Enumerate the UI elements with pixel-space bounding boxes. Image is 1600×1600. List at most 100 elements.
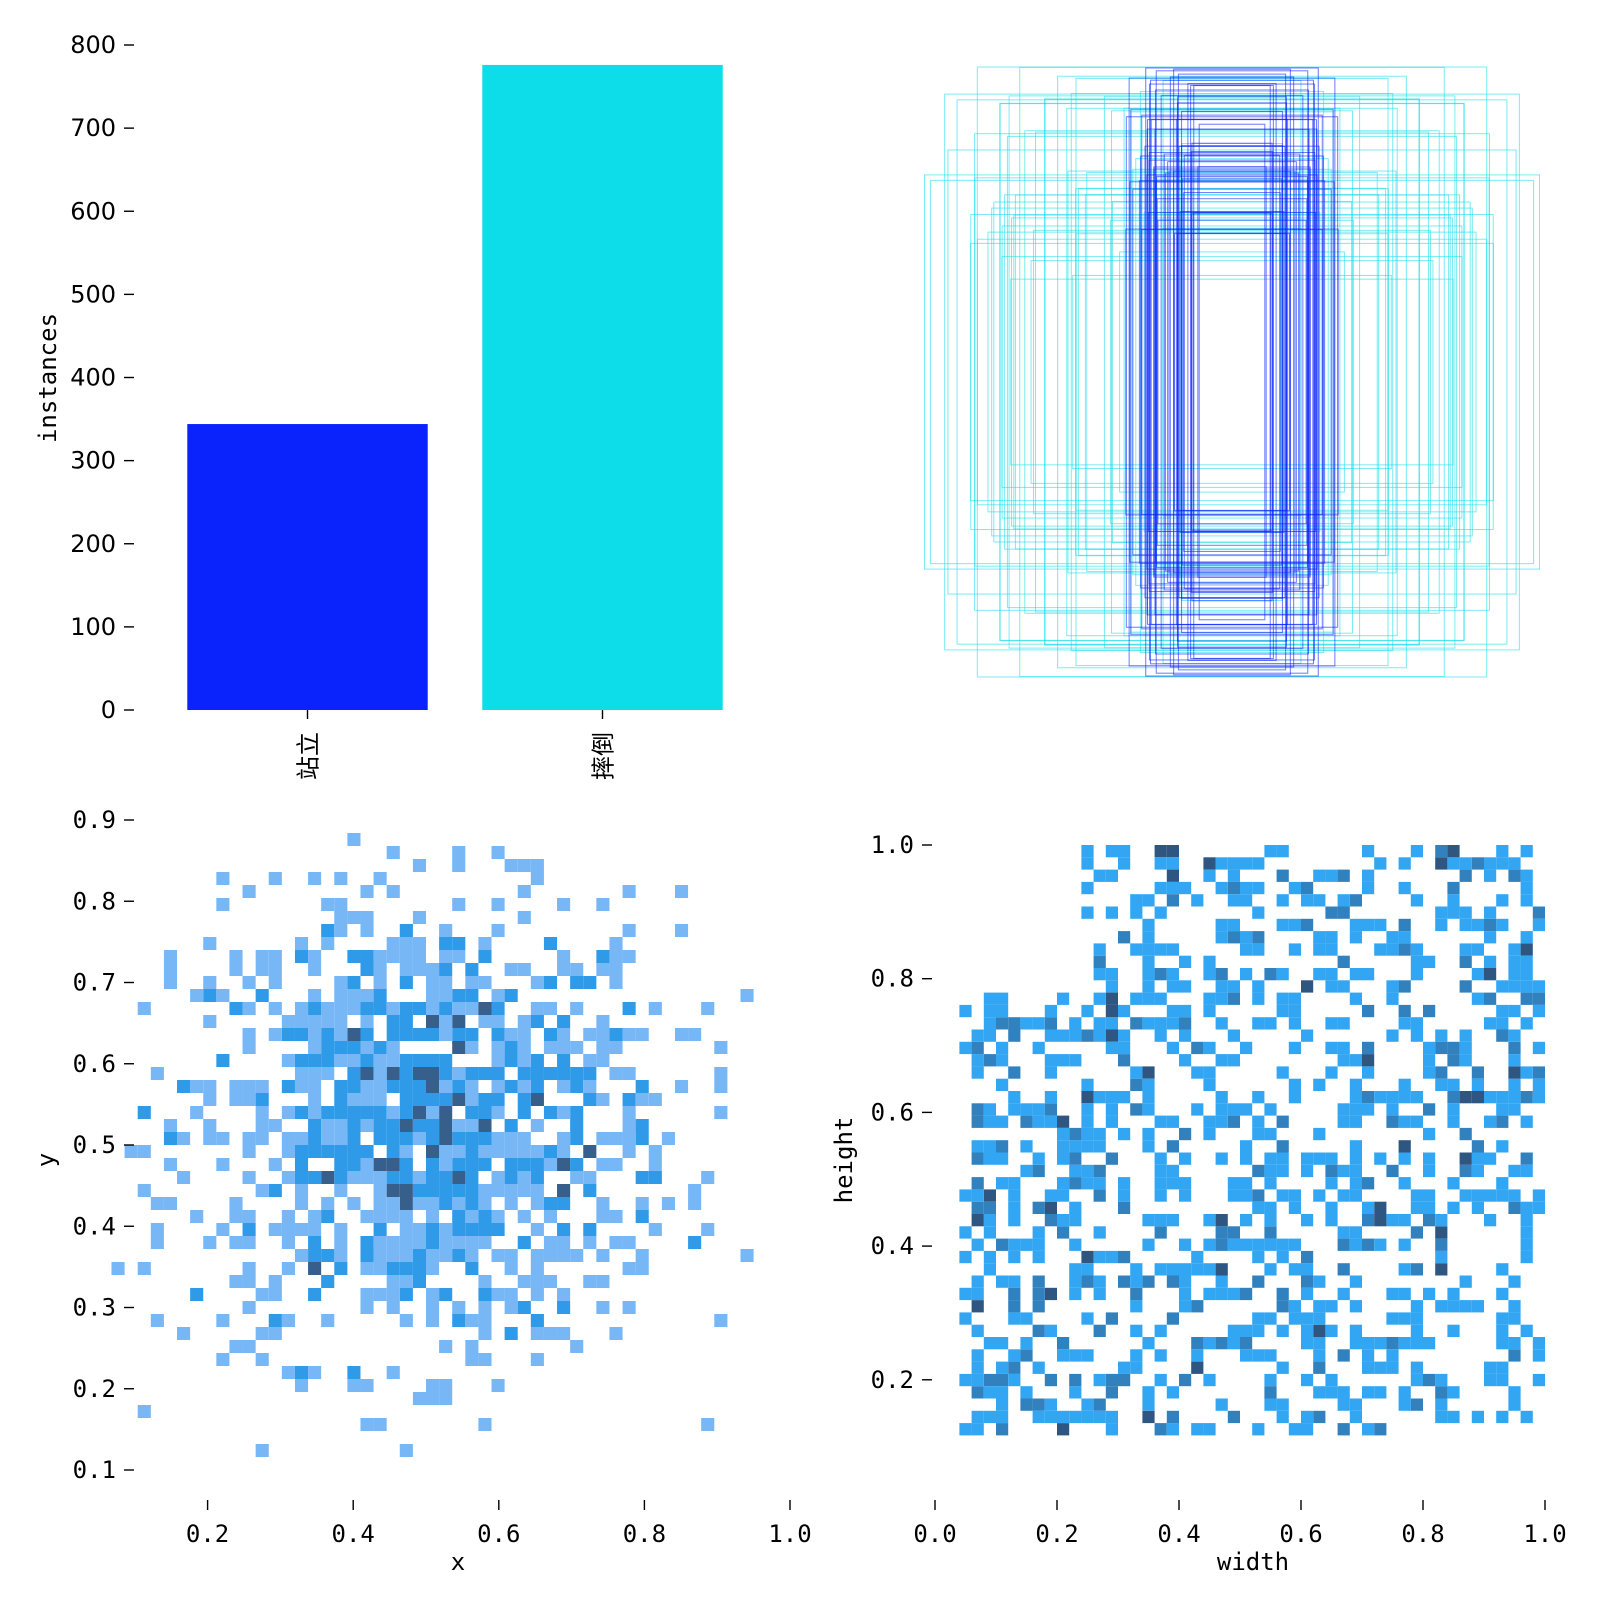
bounding-box — [974, 177, 1490, 567]
histogram-cell — [971, 1066, 984, 1079]
histogram-cell — [1496, 1263, 1509, 1276]
histogram-cell — [1118, 845, 1131, 858]
histogram-cell — [622, 1262, 636, 1275]
histogram-cell — [1349, 1300, 1362, 1313]
histogram-cell — [1215, 992, 1228, 1005]
histogram-cell — [648, 1145, 662, 1158]
histogram-cell — [1081, 1164, 1094, 1178]
histogram-cell — [412, 950, 426, 963]
histogram-cell — [570, 1041, 584, 1054]
histogram-cell — [1325, 1164, 1338, 1178]
histogram-cell — [426, 1028, 440, 1041]
histogram-cell — [1349, 1177, 1362, 1190]
histogram-cell — [1508, 1103, 1521, 1116]
histogram-cell — [1337, 1054, 1350, 1067]
histogram-cell — [1044, 1189, 1057, 1202]
x-tick-label: 1.0 — [1523, 1520, 1566, 1548]
histogram-cell — [294, 1171, 309, 1184]
histogram-cell — [1520, 1115, 1533, 1128]
histogram-cell — [1118, 1177, 1131, 1190]
histogram-cell — [308, 1041, 322, 1054]
histogram-cell — [1020, 1312, 1033, 1325]
histogram-cell — [1447, 906, 1460, 919]
histogram-cell — [373, 1249, 387, 1262]
histogram-cell — [1520, 881, 1533, 895]
histogram-cell — [996, 1361, 1009, 1374]
histogram-cell — [1276, 1361, 1289, 1374]
histogram-cell — [635, 1262, 649, 1275]
histogram-cell — [1484, 968, 1497, 981]
histogram-cell — [517, 1028, 531, 1041]
histogram-cell — [1032, 1398, 1045, 1411]
histogram-cell — [1093, 1275, 1106, 1288]
bounding-box — [999, 103, 1465, 641]
histogram-cell — [1008, 1017, 1021, 1030]
histogram-cell — [1057, 1337, 1070, 1350]
histogram-cell — [1459, 1041, 1472, 1055]
histogram-cell — [308, 1171, 322, 1184]
histogram-cell — [517, 1210, 531, 1223]
histogram-cell — [1093, 1189, 1106, 1202]
histogram-cell — [308, 950, 322, 963]
histogram-cell — [360, 950, 374, 963]
histogram-cell — [491, 924, 505, 937]
histogram-cell — [543, 1028, 558, 1041]
histogram-cell — [983, 1373, 996, 1387]
histogram-cell — [996, 1238, 1009, 1251]
histogram-cell — [137, 1184, 151, 1197]
histogram-cell — [609, 1041, 623, 1054]
histogram-cell — [1093, 1226, 1106, 1239]
histogram-cell — [1386, 1337, 1399, 1350]
histogram-cell — [557, 1327, 571, 1340]
histogram-cell — [1203, 1041, 1216, 1055]
histogram-cell — [971, 1238, 984, 1251]
histogram-cell — [1020, 1238, 1033, 1251]
histogram-cell — [242, 1041, 256, 1054]
histogram-cell — [1142, 968, 1155, 981]
histogram-cell — [373, 1171, 387, 1184]
histogram-cell — [1252, 906, 1265, 919]
histogram-cell — [1374, 1423, 1387, 1436]
histogram-cell — [1093, 1398, 1106, 1411]
histogram-cell — [412, 1028, 426, 1041]
histogram-cell — [530, 1054, 544, 1067]
histogram-cell — [543, 1210, 558, 1223]
histogram-cell — [334, 1132, 348, 1145]
histogram-cell — [583, 1093, 597, 1106]
histogram-cell — [1288, 1041, 1301, 1055]
bounding-box — [1070, 93, 1394, 651]
histogram-cell — [1508, 1029, 1521, 1042]
histogram-cell — [1008, 1066, 1021, 1079]
histogram-cell — [1459, 857, 1472, 870]
histogram-cell — [137, 1106, 151, 1119]
histogram-cell — [1484, 931, 1497, 944]
histogram-cell — [1288, 881, 1301, 895]
histogram-cell — [1374, 1361, 1387, 1374]
histogram-cell — [255, 1119, 269, 1132]
histogram-cell — [1520, 1410, 1533, 1424]
histogram-cell — [1118, 1361, 1131, 1374]
histogram-cell — [439, 1106, 453, 1119]
histogram-cell — [465, 1210, 479, 1223]
histogram-cell — [543, 1067, 558, 1080]
histogram-cell — [1081, 1263, 1094, 1276]
histogram-cell — [1227, 931, 1240, 944]
histogram-cell — [1105, 1103, 1118, 1116]
histogram-cell — [530, 1223, 544, 1236]
bounding-box — [1190, 151, 1274, 593]
histogram-cell — [1398, 1214, 1411, 1227]
histogram-cell — [1203, 1115, 1216, 1128]
histogram-cell — [1349, 1398, 1362, 1411]
histogram-cell — [1093, 1029, 1106, 1042]
histogram-cell — [635, 1210, 649, 1223]
histogram-cell — [1508, 1004, 1521, 1018]
histogram-cell — [334, 1249, 348, 1262]
histogram-cell — [1276, 1287, 1289, 1301]
histogram-cell — [1142, 894, 1155, 907]
histogram-cell — [635, 1028, 649, 1041]
histogram-cell — [308, 1015, 322, 1028]
histogram-cell — [308, 1054, 322, 1067]
histogram-cell — [1337, 1189, 1350, 1202]
bounding-box — [1177, 73, 1287, 671]
bounding-box — [1013, 214, 1451, 530]
